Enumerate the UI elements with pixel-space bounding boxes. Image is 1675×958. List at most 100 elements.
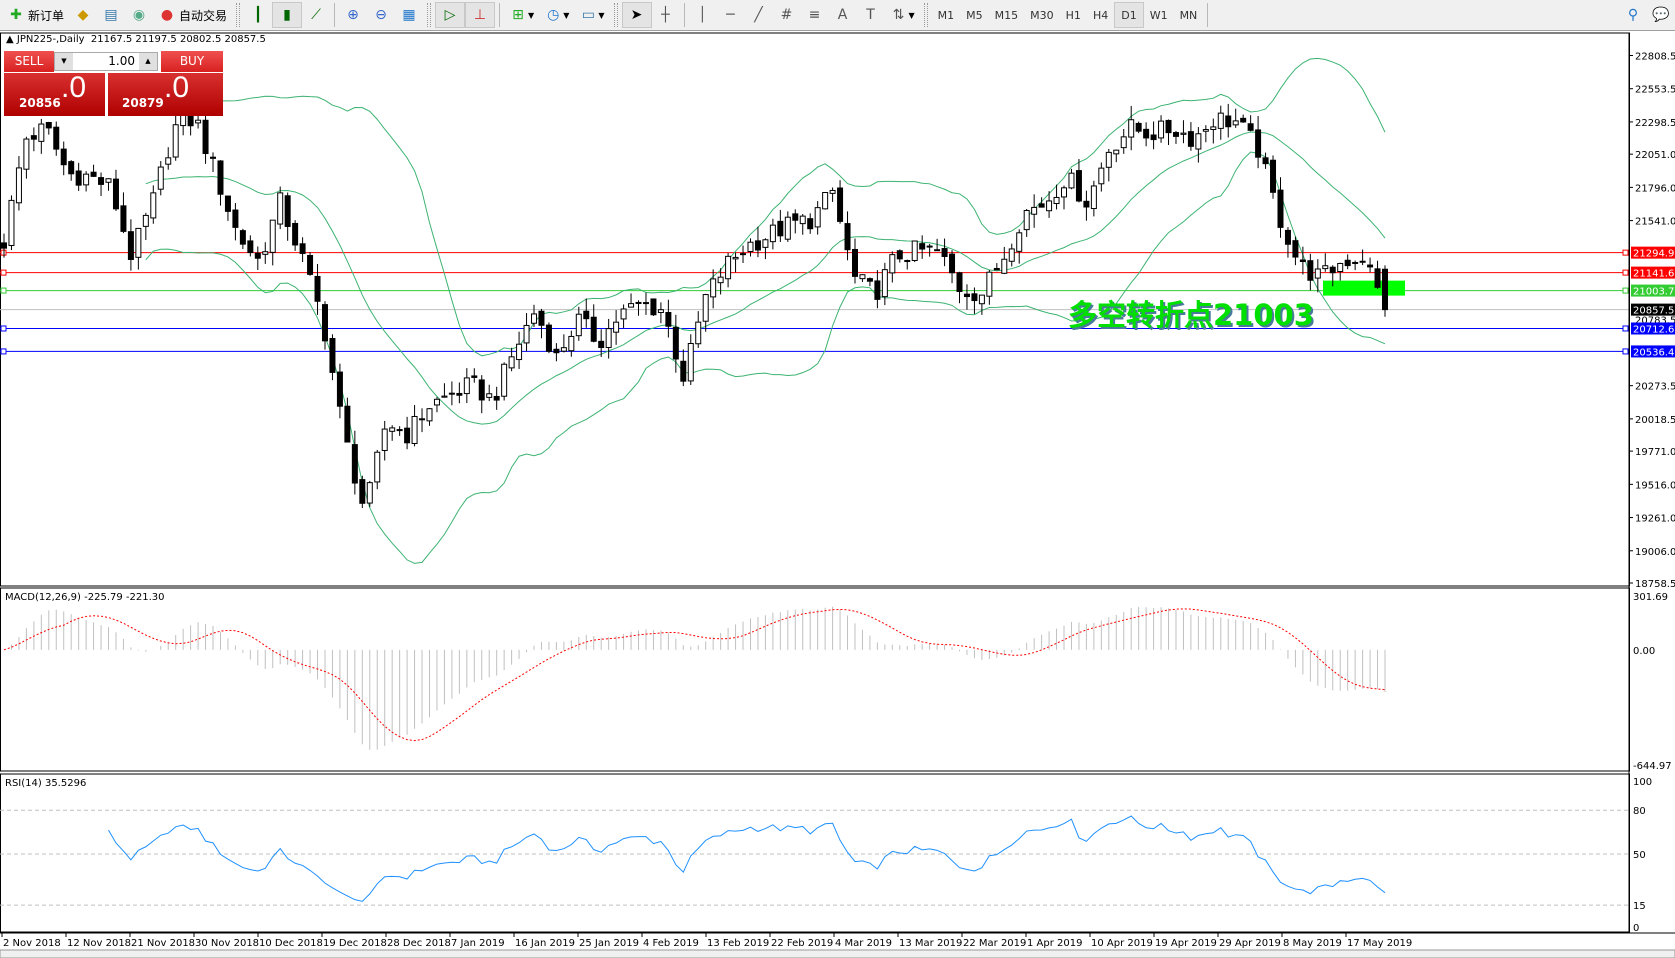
candle: [1307, 253, 1314, 291]
bar-chart-button[interactable]: ┃: [244, 2, 272, 28]
timeframe-d1[interactable]: D1: [1114, 2, 1144, 28]
line-chart-button[interactable]: ⟋: [302, 2, 330, 28]
rsi-tick-label: 100: [1633, 777, 1652, 788]
templates-dropdown[interactable]: ▭ ▼: [574, 2, 609, 28]
candle-body: [120, 205, 127, 232]
text-label-button[interactable]: T: [857, 2, 885, 28]
candle-body: [687, 342, 694, 382]
timeframe-w1[interactable]: W1: [1149, 8, 1168, 22]
lot-decrease-button[interactable]: ▼: [55, 53, 73, 70]
timeframe-m30[interactable]: M30: [1030, 8, 1054, 22]
candle: [38, 118, 45, 154]
new-order-icon: ✚: [10, 7, 22, 23]
candle-body: [426, 408, 433, 422]
candle: [1068, 168, 1075, 190]
chart-window[interactable]: 22808.5 22553.5 22298.5 22051.0 21796.0 21541…: [0, 31, 1675, 958]
candle-body: [105, 178, 112, 183]
candle-body: [1180, 132, 1187, 135]
candle-body: [568, 335, 575, 352]
candle: [963, 284, 970, 310]
candle-body: [60, 148, 67, 166]
periodicity-dropdown[interactable]: ◷ ▼: [539, 2, 574, 28]
candle-body: [822, 192, 829, 210]
buy-price[interactable]: 20879 .0: [108, 71, 223, 116]
timeframe-m1[interactable]: M1: [937, 8, 955, 22]
candle: [575, 306, 582, 341]
sell-price[interactable]: 20856 .0: [4, 71, 105, 116]
candle-body: [1165, 119, 1172, 134]
sell-button[interactable]: SELL: [4, 51, 54, 72]
fibo-retracement-button[interactable]: ≡: [801, 2, 829, 28]
lot-increase-button[interactable]: ▲: [139, 53, 157, 70]
price-tick-label: 21796.0: [1635, 183, 1675, 194]
tile-windows-button[interactable]: ▦: [395, 2, 423, 28]
candle-body: [38, 123, 45, 142]
candle: [710, 269, 717, 309]
candle-body: [866, 278, 873, 282]
navigator-button[interactable]: ▤: [97, 2, 125, 28]
candle: [1195, 127, 1202, 163]
lot-value[interactable]: 1.00: [108, 54, 135, 68]
candle: [1217, 105, 1224, 140]
cursor-button[interactable]: ➤: [621, 2, 652, 28]
search-button[interactable]: ⚲: [1619, 2, 1647, 28]
candle-body: [1113, 149, 1120, 155]
arrows-dropdown[interactable]: ⇅ ▼: [885, 2, 920, 28]
bollinger-lower: [145, 151, 1386, 564]
auto-trading-button[interactable]: ● 自动交易: [153, 2, 232, 28]
candlestick-icon: ▮: [283, 7, 291, 23]
candle: [426, 408, 433, 426]
buy-button[interactable]: BUY: [161, 51, 223, 72]
lot-size-field[interactable]: ▼ 1.00 ▲: [54, 52, 158, 71]
horizontal-line-button[interactable]: ─: [717, 2, 745, 28]
candle: [1262, 152, 1269, 169]
candlestick-chart-button[interactable]: ▮: [272, 2, 303, 28]
candle: [1344, 254, 1351, 270]
candle: [620, 304, 627, 328]
timeframe-m15[interactable]: M15: [994, 8, 1019, 22]
vertical-line-button[interactable]: │: [689, 2, 717, 28]
candle-body: [1046, 200, 1053, 212]
candle: [284, 192, 291, 241]
rsi-line: [108, 815, 1386, 902]
candle: [1150, 121, 1157, 150]
candle: [635, 300, 642, 316]
indicators-dropdown[interactable]: ⊞ ▼: [504, 2, 539, 28]
candle-body: [1090, 185, 1097, 210]
candle-body: [239, 230, 246, 245]
horizontal-line-icon: ─: [726, 7, 735, 23]
collapse-icon[interactable]: ▲: [6, 34, 14, 45]
candle-body: [642, 302, 649, 305]
new-order-button[interactable]: ✚ 新订单: [2, 2, 69, 28]
macd-label: MACD(12,26,9) -225.79 -221.30: [5, 592, 165, 603]
candle: [411, 405, 418, 447]
zoom-out-button[interactable]: ⊖: [367, 2, 395, 28]
candle: [157, 161, 164, 196]
candle-body: [605, 328, 612, 348]
candle: [934, 238, 941, 252]
level-handle: [1622, 348, 1629, 355]
chart-shift-button[interactable]: ⊥: [465, 2, 496, 28]
trendline-button[interactable]: ╱: [745, 2, 773, 28]
toolbar-grip[interactable]: [236, 3, 241, 27]
signals-button[interactable]: ◉: [125, 2, 153, 28]
candle: [941, 238, 948, 267]
candle: [1143, 122, 1150, 147]
timeframe-mn[interactable]: MN: [1179, 8, 1198, 22]
market-watch-button[interactable]: ◆: [69, 2, 97, 28]
chat-button[interactable]: 💬: [1647, 2, 1675, 28]
crosshair-button[interactable]: ┼: [652, 2, 680, 28]
fibo-expansion-button[interactable]: #: [773, 2, 801, 28]
timeframe-m5[interactable]: M5: [966, 8, 983, 22]
zoom-in-button[interactable]: ⊕: [339, 2, 367, 28]
fibo-retracement-icon: ≡: [808, 7, 821, 23]
text-button[interactable]: A: [829, 2, 857, 28]
timeframe-h4[interactable]: H4: [1092, 8, 1109, 22]
candle: [493, 386, 500, 410]
candle: [351, 430, 358, 495]
auto-scroll-button[interactable]: ▷: [435, 2, 466, 28]
date-label: 8 May 2019: [1283, 938, 1342, 949]
candle-body: [329, 337, 336, 373]
timeframe-h1[interactable]: H1: [1065, 8, 1081, 22]
candle: [583, 298, 590, 328]
